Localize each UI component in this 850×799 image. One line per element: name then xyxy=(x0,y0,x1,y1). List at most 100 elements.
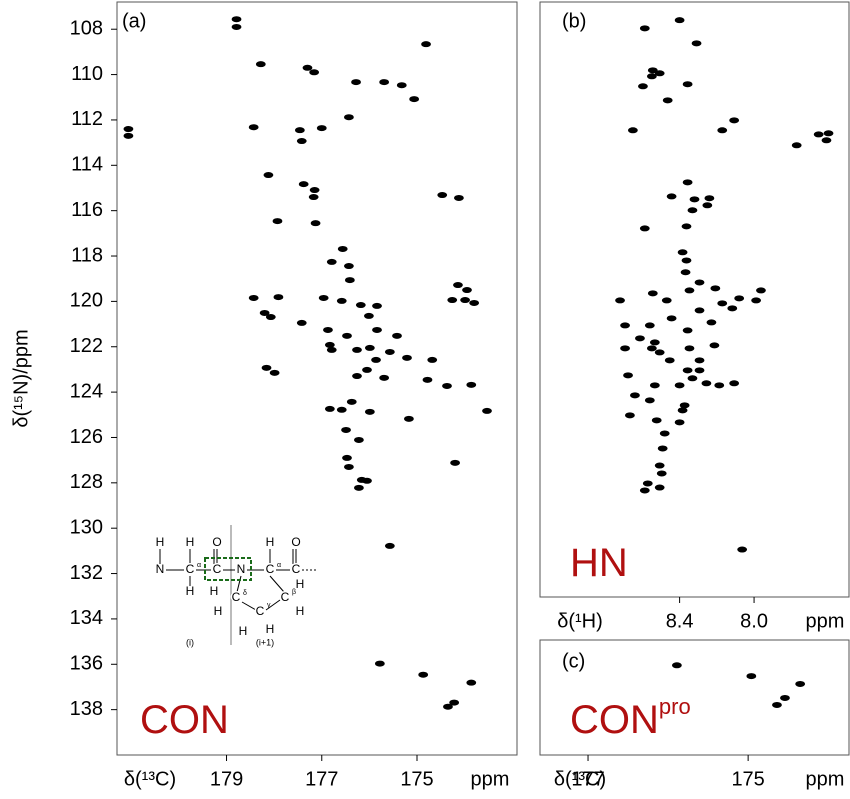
peak xyxy=(666,315,677,322)
y-tick-label: 128 xyxy=(70,471,103,493)
peak xyxy=(384,348,395,355)
annotation-text: CON xyxy=(570,698,659,742)
peak xyxy=(427,356,438,363)
peak xyxy=(682,367,693,374)
peak xyxy=(821,137,832,144)
peak xyxy=(336,297,347,304)
peak xyxy=(780,694,790,701)
peak xyxy=(323,326,333,333)
peak xyxy=(379,374,390,381)
y-tick-label: 126 xyxy=(70,426,103,448)
peak xyxy=(269,369,280,376)
inset-atom: C xyxy=(256,604,265,618)
peak xyxy=(682,81,693,88)
peak xyxy=(694,307,705,314)
inset-atom: C xyxy=(213,562,222,576)
inset-atom: (i+1) xyxy=(256,637,274,647)
peak xyxy=(654,70,665,77)
peak xyxy=(654,484,665,491)
peak xyxy=(450,459,460,466)
peak xyxy=(620,322,630,329)
inset-atom: O xyxy=(291,535,300,549)
peak xyxy=(362,477,372,484)
x-axis-label: δ(¹³C) xyxy=(124,768,176,790)
inset-atom: H xyxy=(156,535,165,549)
x-tick-label: 8.4 xyxy=(666,610,694,632)
peak xyxy=(469,299,480,306)
peak xyxy=(823,130,834,137)
peak xyxy=(680,269,691,276)
peak xyxy=(627,127,638,134)
peak xyxy=(687,375,698,382)
peak xyxy=(462,287,472,294)
peak xyxy=(639,225,650,232)
inset-atom: H xyxy=(296,604,305,618)
panel-label: (a) xyxy=(122,10,146,32)
y-tick-label: 120 xyxy=(70,290,103,312)
peak xyxy=(709,342,720,349)
y-tick-label: 136 xyxy=(70,653,103,675)
peak xyxy=(679,402,690,409)
panel-annotation: CONpro xyxy=(570,694,691,742)
peak xyxy=(336,406,347,413)
peak xyxy=(308,194,319,201)
inset-atom: H xyxy=(296,577,305,591)
peak xyxy=(372,302,382,309)
y-tick-label: 132 xyxy=(70,562,103,584)
peak xyxy=(453,282,463,289)
peak xyxy=(756,287,766,294)
peak xyxy=(642,480,653,487)
peak xyxy=(674,419,685,426)
peak xyxy=(422,376,433,383)
peak xyxy=(298,181,309,188)
peak xyxy=(702,202,713,209)
peak xyxy=(248,294,259,301)
inset-atom: H xyxy=(186,535,195,549)
peak xyxy=(682,327,693,334)
y-axis-label: δ(¹⁵N)/ppm xyxy=(10,329,32,427)
peak xyxy=(352,346,362,353)
peak xyxy=(123,126,134,133)
x-axis-unit: ppm xyxy=(806,610,845,632)
inset-atom: H xyxy=(266,622,275,636)
peak xyxy=(772,701,782,708)
peak xyxy=(344,277,355,284)
panel-annotation: CON xyxy=(140,698,229,742)
peak xyxy=(654,462,665,469)
x-axis-unit: ppm xyxy=(471,768,510,790)
x-axis-unit: ppm xyxy=(806,768,845,790)
peak xyxy=(714,382,725,389)
peak xyxy=(677,249,688,256)
peak xyxy=(638,83,648,90)
peak xyxy=(384,542,395,549)
peak xyxy=(644,397,655,404)
inset-sup: γ xyxy=(267,602,271,609)
x-tick-label: 177 xyxy=(305,768,338,790)
peak xyxy=(694,279,705,286)
x-tick-label: 175 xyxy=(400,768,433,790)
peak xyxy=(684,345,695,352)
peak xyxy=(273,294,284,301)
x-axis-label: δ(¹³C) xyxy=(554,768,606,790)
peak xyxy=(437,192,448,199)
x-tick-label: 8.0 xyxy=(740,610,768,632)
panel-annotation: HN xyxy=(570,541,628,585)
inset-sup: δ xyxy=(243,590,247,597)
annotation-text: HN xyxy=(570,541,628,585)
x-tick-label: 177 xyxy=(571,768,604,790)
peak xyxy=(466,679,477,686)
peak xyxy=(694,367,705,374)
y-tick-label: 112 xyxy=(71,108,103,130)
peak xyxy=(302,64,313,71)
inset-atom: C xyxy=(186,562,195,576)
peak xyxy=(482,407,492,414)
y-tick-label: 134 xyxy=(70,607,103,629)
peak xyxy=(296,319,307,326)
peak xyxy=(351,79,361,86)
y-tick-label: 138 xyxy=(70,698,103,720)
inset-atom: (i) xyxy=(186,637,194,647)
peak xyxy=(263,172,274,179)
peak xyxy=(310,220,321,227)
peak xyxy=(354,436,364,443)
peak xyxy=(442,382,452,389)
